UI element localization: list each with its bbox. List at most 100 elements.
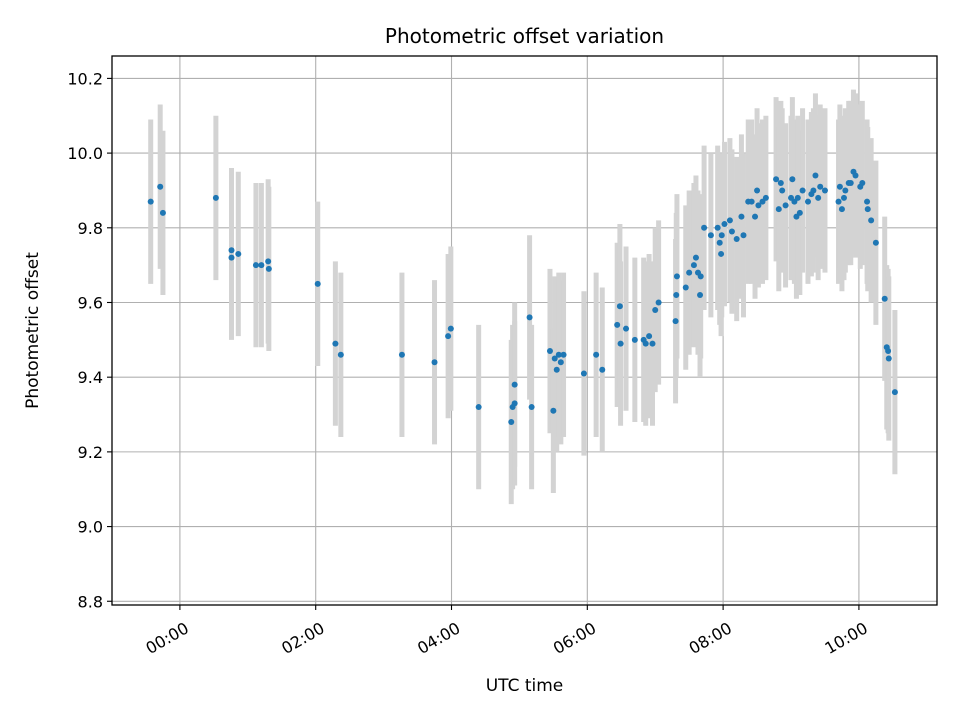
data-point bbox=[836, 183, 843, 190]
data-point bbox=[868, 217, 875, 224]
data-point bbox=[235, 250, 242, 257]
data-point bbox=[258, 262, 265, 269]
data-point bbox=[646, 333, 653, 340]
data-point bbox=[445, 333, 452, 340]
data-point bbox=[835, 198, 842, 205]
data-point bbox=[815, 194, 822, 201]
data-point bbox=[557, 359, 564, 366]
y-tick-label: 10.2 bbox=[67, 69, 103, 88]
data-point bbox=[864, 198, 871, 205]
data-point bbox=[652, 306, 659, 313]
data-point bbox=[631, 336, 638, 343]
data-points bbox=[147, 168, 898, 425]
data-point bbox=[718, 232, 725, 239]
data-point bbox=[847, 179, 854, 186]
data-point bbox=[655, 299, 662, 306]
data-point bbox=[752, 213, 759, 220]
data-point bbox=[707, 232, 714, 239]
data-point bbox=[614, 321, 621, 328]
data-point bbox=[528, 404, 535, 411]
data-point bbox=[817, 183, 824, 190]
y-tick-label: 9.0 bbox=[78, 518, 103, 537]
data-point bbox=[782, 202, 789, 209]
data-point bbox=[842, 187, 849, 194]
data-point bbox=[762, 194, 769, 201]
data-point bbox=[726, 217, 733, 224]
data-point bbox=[265, 258, 272, 265]
data-point bbox=[799, 187, 806, 194]
data-point bbox=[332, 340, 339, 347]
data-point bbox=[157, 183, 164, 190]
data-point bbox=[838, 206, 845, 213]
data-point bbox=[337, 351, 344, 358]
data-point bbox=[649, 340, 656, 347]
data-point bbox=[431, 359, 438, 366]
data-point bbox=[252, 262, 259, 269]
data-point bbox=[228, 254, 235, 261]
data-point bbox=[580, 370, 587, 377]
data-point bbox=[228, 247, 235, 254]
data-point bbox=[885, 355, 892, 362]
data-point bbox=[891, 389, 898, 396]
data-point bbox=[738, 213, 745, 220]
data-point bbox=[754, 187, 761, 194]
data-point bbox=[212, 194, 219, 201]
data-point bbox=[526, 314, 533, 321]
data-point bbox=[714, 224, 721, 231]
data-point bbox=[794, 194, 801, 201]
data-point bbox=[599, 366, 606, 373]
data-point bbox=[881, 295, 888, 302]
data-point bbox=[777, 179, 784, 186]
data-point bbox=[697, 273, 704, 280]
data-point bbox=[804, 198, 811, 205]
data-point bbox=[673, 292, 680, 299]
data-point bbox=[852, 172, 859, 179]
data-point bbox=[560, 351, 567, 358]
data-point bbox=[398, 351, 405, 358]
data-point bbox=[159, 209, 166, 216]
plot-frame bbox=[111, 55, 938, 606]
data-point bbox=[812, 172, 819, 179]
data-point bbox=[447, 325, 454, 332]
data-point bbox=[718, 250, 725, 257]
data-point bbox=[642, 340, 649, 347]
data-point bbox=[716, 239, 723, 246]
data-point bbox=[748, 198, 755, 205]
data-point bbox=[623, 325, 630, 332]
data-point bbox=[810, 187, 817, 194]
data-point bbox=[840, 194, 847, 201]
data-point bbox=[553, 366, 560, 373]
data-point bbox=[616, 303, 623, 310]
data-point bbox=[265, 265, 272, 272]
data-point bbox=[755, 202, 762, 209]
chart-title: Photometric offset variation bbox=[385, 24, 664, 48]
data-point bbox=[511, 381, 518, 388]
data-point bbox=[147, 198, 154, 205]
data-point bbox=[546, 348, 553, 355]
data-point bbox=[686, 269, 693, 276]
data-point bbox=[697, 292, 704, 299]
data-point bbox=[682, 284, 689, 291]
data-point bbox=[796, 209, 803, 216]
data-point bbox=[475, 404, 482, 411]
data-point bbox=[728, 228, 735, 235]
x-axis-label: UTC time bbox=[486, 676, 564, 696]
data-point bbox=[692, 254, 699, 261]
data-point bbox=[821, 187, 828, 194]
data-point bbox=[775, 206, 782, 213]
data-point bbox=[864, 206, 871, 213]
data-point bbox=[551, 355, 558, 362]
data-point bbox=[872, 239, 879, 246]
data-point bbox=[673, 273, 680, 280]
data-point bbox=[314, 280, 321, 287]
data-point bbox=[555, 351, 562, 358]
y-tick-label: 8.8 bbox=[78, 592, 103, 611]
data-point bbox=[789, 176, 796, 183]
data-point bbox=[701, 224, 708, 231]
data-point bbox=[508, 419, 515, 425]
data-point bbox=[859, 179, 866, 186]
y-tick-label: 9.4 bbox=[78, 368, 103, 387]
y-tick-label: 10.0 bbox=[67, 144, 103, 163]
data-point bbox=[773, 176, 780, 183]
